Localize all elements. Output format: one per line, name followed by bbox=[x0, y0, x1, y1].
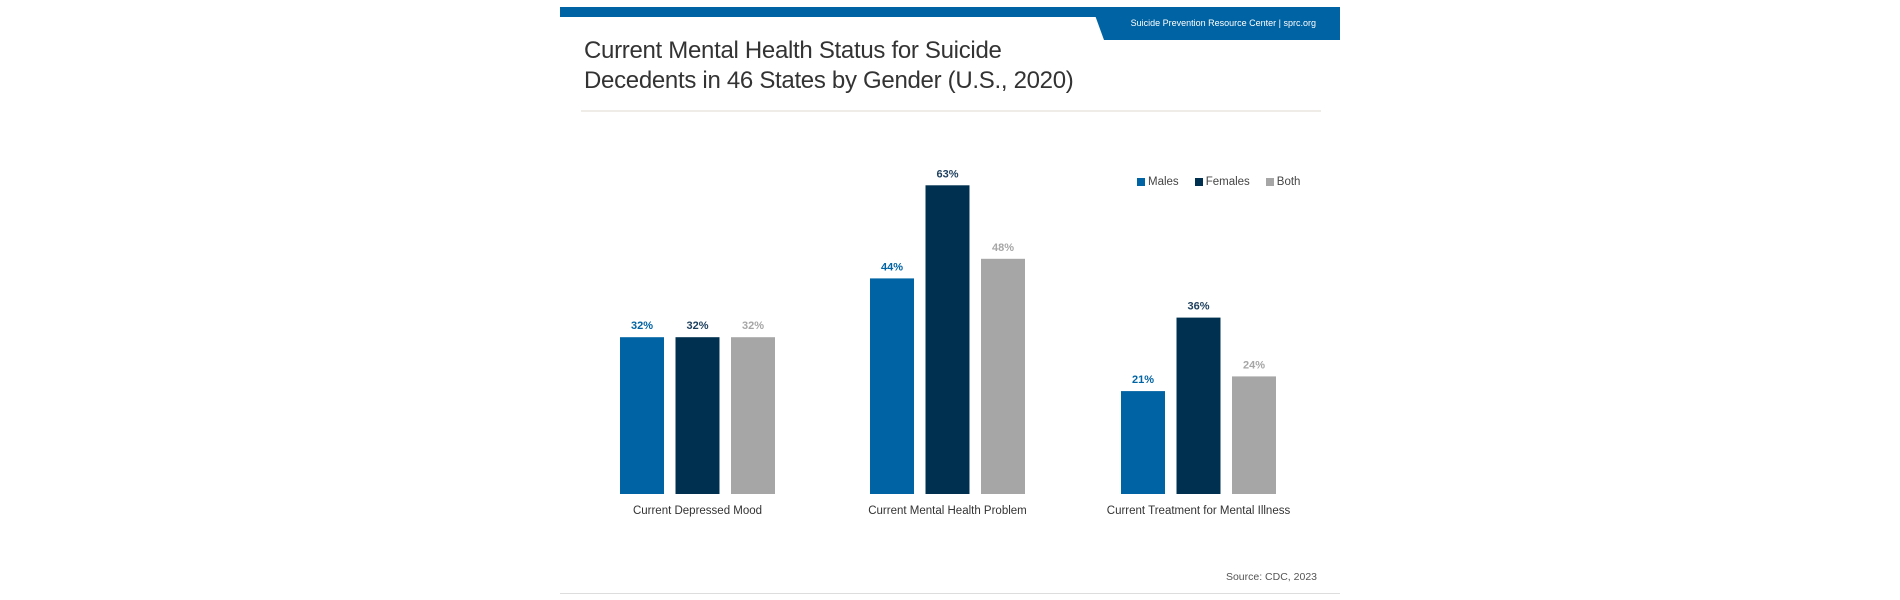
category-label-3: Current Treatment for Mental Illness bbox=[1107, 505, 1291, 517]
data-label-females-2: 63% bbox=[936, 168, 958, 180]
chart-card: Suicide Prevention Resource Center | spr… bbox=[560, 0, 1340, 600]
legend-item-females: Females bbox=[1194, 176, 1250, 188]
category-label-1: Current Depressed Mood bbox=[633, 505, 762, 517]
data-label-males-2: 44% bbox=[881, 261, 903, 273]
chart-title-line-2: Decedents in 46 States by Gender (U.S., … bbox=[584, 67, 1074, 94]
chart-legend: Males Females Both bbox=[1137, 176, 1300, 188]
title-divider bbox=[581, 110, 1321, 112]
legend-label-females: Females bbox=[1205, 176, 1250, 188]
header-strip bbox=[560, 7, 1340, 17]
bottom-divider bbox=[560, 593, 1340, 594]
data-label-males-3: 21% bbox=[1132, 374, 1154, 386]
data-label-females-1: 32% bbox=[686, 320, 708, 332]
bar-males-2 bbox=[870, 278, 914, 494]
bar-both-2 bbox=[981, 258, 1025, 494]
legend-label-both: Both bbox=[1276, 176, 1301, 188]
data-label-males-1: 32% bbox=[631, 320, 653, 332]
source-note: Source: CDC, 2023 bbox=[1225, 571, 1317, 583]
bar-males-3 bbox=[1121, 391, 1165, 494]
chart-title-line-1: Current Mental Health Status for Suicide bbox=[584, 37, 1002, 64]
bar-females-3 bbox=[1176, 317, 1221, 494]
legend-item-males: Males bbox=[1137, 176, 1179, 188]
data-label-both-3: 24% bbox=[1243, 359, 1265, 371]
bar-both-1 bbox=[731, 337, 775, 494]
header-org-tab bbox=[1092, 7, 1340, 40]
header-org-text: Suicide Prevention Resource Center | spr… bbox=[1130, 18, 1316, 28]
legend-swatch-females bbox=[1194, 178, 1203, 186]
data-label-both-1: 32% bbox=[742, 320, 764, 332]
bar-females-2 bbox=[925, 185, 970, 495]
data-label-females-3: 36% bbox=[1187, 301, 1209, 313]
legend-label-males: Males bbox=[1148, 176, 1179, 188]
data-label-both-2: 48% bbox=[992, 242, 1014, 254]
chart-title: Current Mental Health Status for Suicide… bbox=[584, 36, 1144, 96]
bar-chart: 32% 32% 32% Current Depressed Mood 44% 63% 48%… bbox=[620, 168, 1291, 517]
legend-item-both: Both bbox=[1265, 176, 1301, 188]
category-label-2: Current Mental Health Problem bbox=[868, 505, 1027, 517]
legend-swatch-both bbox=[1265, 178, 1274, 186]
legend-swatch-males bbox=[1137, 178, 1145, 186]
bar-both-3 bbox=[1232, 376, 1276, 494]
bar-females-1 bbox=[675, 337, 720, 494]
bar-males-1 bbox=[620, 337, 664, 494]
